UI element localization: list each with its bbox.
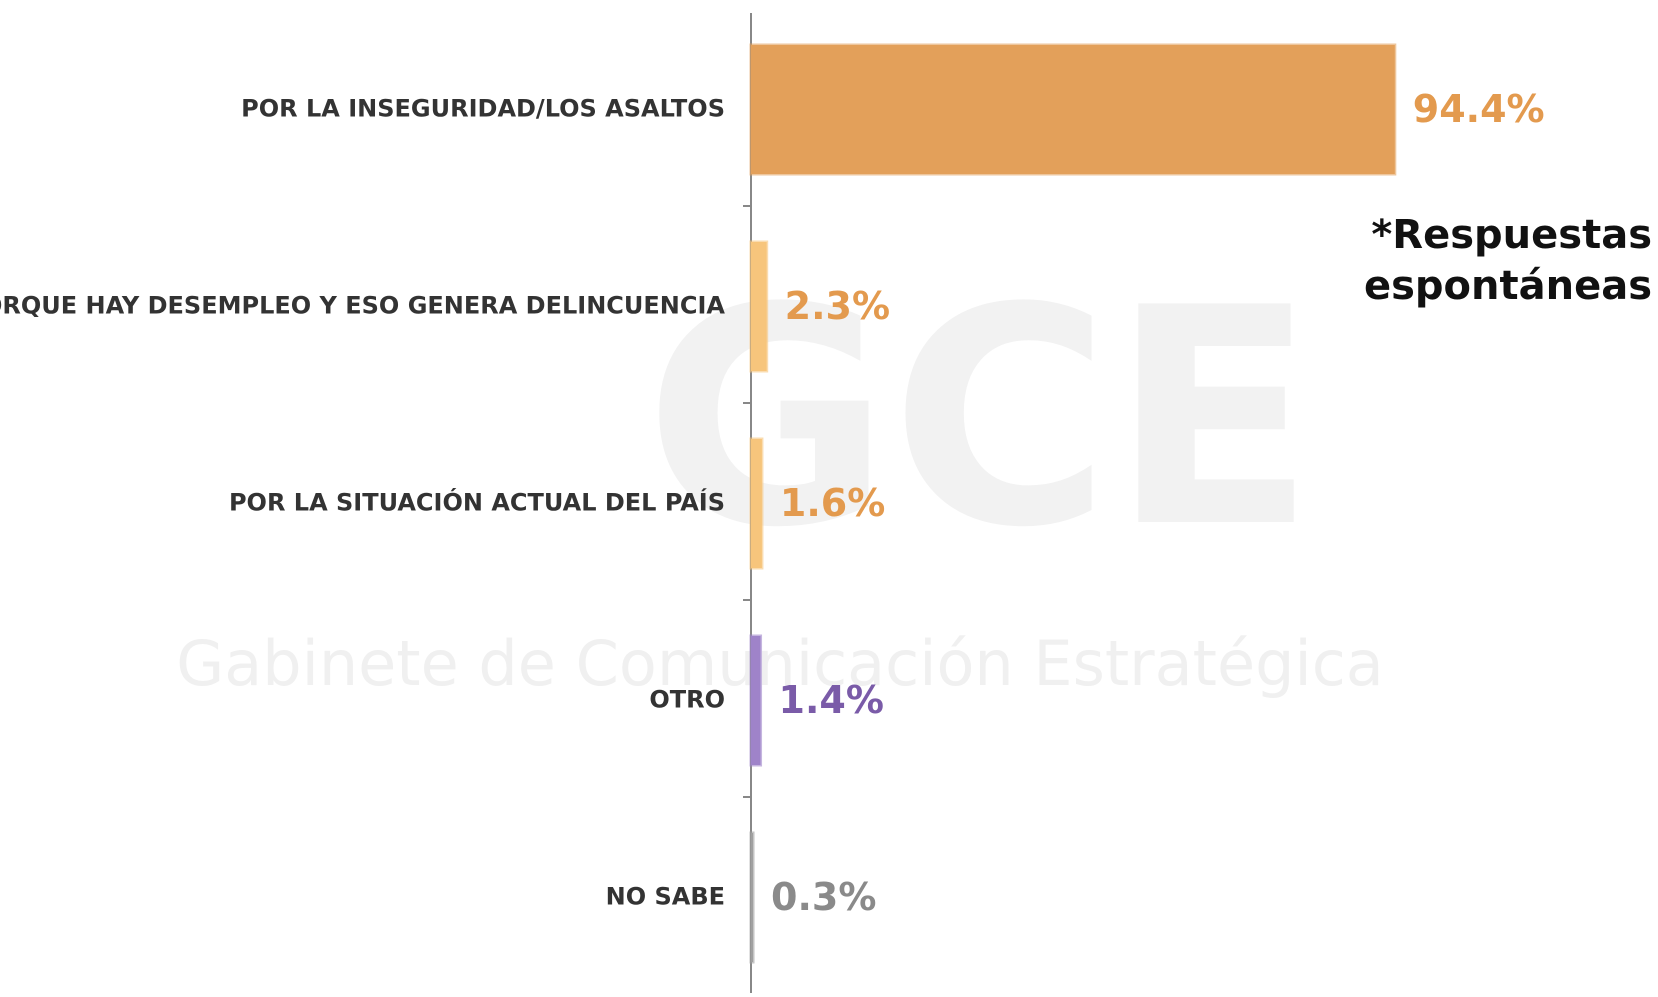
value-label: 0.3% [771, 875, 876, 919]
category-label: OTRO [649, 686, 725, 714]
annotation: espontáneas [1364, 263, 1652, 309]
bar [749, 831, 755, 964]
bar [749, 240, 769, 373]
watermark-logo: GCE [644, 244, 1315, 593]
category-label: NO SABE [606, 883, 725, 911]
value-label: 1.6% [780, 481, 885, 525]
annotation: *Respuestas [1371, 212, 1652, 258]
category-label: POR LA INSEGURIDAD/LOS ASALTOS [241, 95, 725, 123]
value-label: 1.4% [779, 678, 884, 722]
value-label: 94.4% [1413, 87, 1545, 131]
watermark-text: Gabinete de Comunicación Estratégica [176, 627, 1384, 700]
category-label: PORQUE HAY DESEMPLEO Y ESO GENERA DELINC… [0, 292, 725, 320]
category-label: POR LA SITUACIÓN ACTUAL DEL PAÍS [229, 487, 725, 517]
value-label: 2.3% [785, 284, 890, 328]
bar [749, 437, 764, 570]
bar [749, 634, 763, 767]
bar [749, 43, 1397, 176]
